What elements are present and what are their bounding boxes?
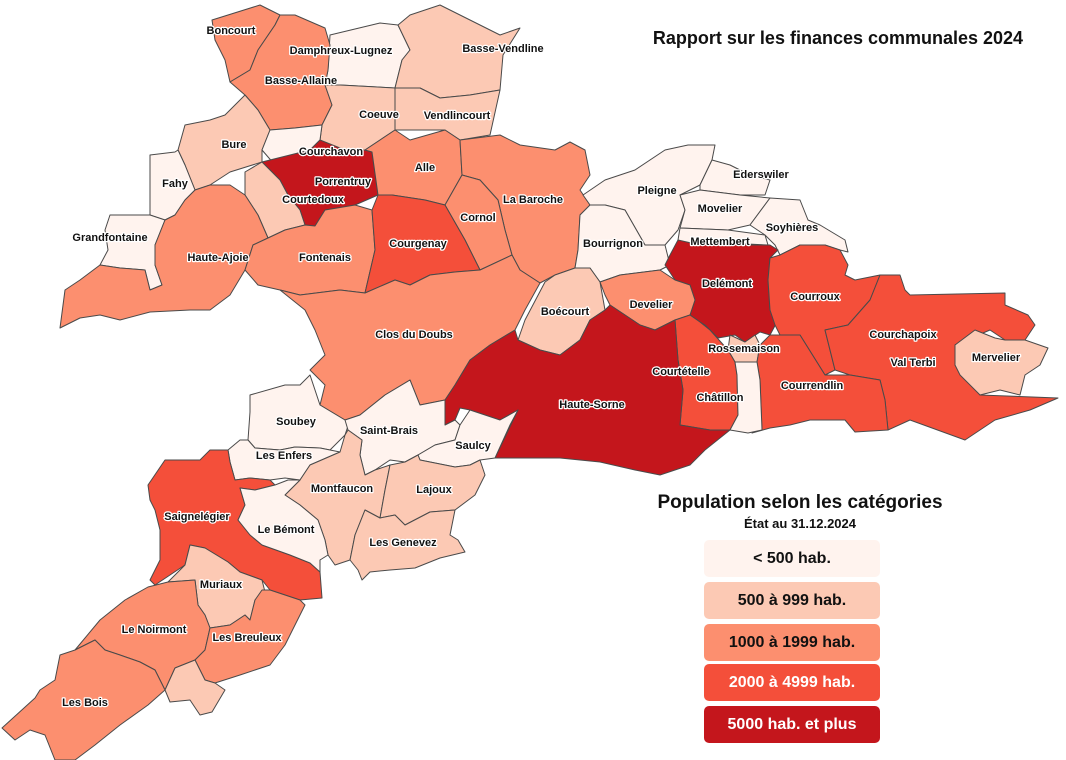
commune-label: Lajoux bbox=[416, 484, 452, 496]
commune-label: Pleigne bbox=[637, 185, 676, 197]
commune-label: Le Bémont bbox=[258, 524, 315, 536]
commune-label: Basse-Allaine bbox=[265, 75, 337, 87]
legend-item: 500 à 999 hab. bbox=[704, 582, 880, 619]
commune-label: Grandfontaine bbox=[72, 232, 147, 244]
commune-label: Alle bbox=[415, 162, 435, 174]
commune-label: Les Bois bbox=[62, 697, 108, 709]
commune-label: Rossemaison bbox=[708, 343, 780, 355]
commune-label: Muriaux bbox=[200, 579, 243, 591]
commune-label: Montfaucon bbox=[311, 483, 374, 495]
commune-les-bois bbox=[1, 639, 166, 760]
commune-label: La Baroche bbox=[503, 194, 563, 206]
map-title: Rapport sur les finances communales 2024 bbox=[652, 28, 1024, 48]
commune-label: Courrendlin bbox=[781, 380, 844, 392]
commune-label: Damphreux-Lugnez bbox=[290, 45, 393, 57]
commune-mervelier bbox=[954, 329, 1049, 396]
commune-chatillon bbox=[729, 361, 763, 434]
commune-alle bbox=[364, 129, 463, 206]
legend-subtitle: État au 31.12.2024 bbox=[743, 516, 857, 531]
commune-haute-ajoie bbox=[59, 184, 269, 329]
commune-label: Val Terbi bbox=[890, 357, 935, 369]
commune-label: Cornol bbox=[460, 212, 495, 224]
commune-unlabeled bbox=[164, 659, 226, 716]
commune-label: Haute-Sorne bbox=[559, 399, 624, 411]
commune-label: Boncourt bbox=[207, 25, 256, 37]
commune-le-bemont bbox=[237, 479, 329, 573]
commune-val-terbi bbox=[824, 274, 1059, 441]
commune-label: Mervelier bbox=[972, 352, 1021, 364]
commune-label: Coeuve bbox=[359, 109, 399, 121]
commune-label: Les Genevez bbox=[369, 537, 437, 549]
commune-vendlincourt bbox=[394, 87, 501, 141]
commune-ederswiler bbox=[699, 159, 771, 196]
commune-label: Bourrignon bbox=[583, 238, 643, 250]
commune-label: Courgenay bbox=[389, 238, 447, 250]
legend-item: 2000 à 4999 hab. bbox=[704, 664, 880, 701]
legend: Population selon les catégories État au … bbox=[640, 492, 960, 743]
commune-les-genevez bbox=[349, 509, 466, 581]
legend-item-label: < 500 hab. bbox=[753, 549, 831, 567]
commune-label: Courtételle bbox=[652, 366, 709, 378]
commune-label: Fahy bbox=[162, 178, 189, 190]
commune-label: Saulcy bbox=[455, 440, 491, 452]
commune-label: Courtedoux bbox=[282, 194, 345, 206]
commune-label: Bure bbox=[221, 139, 246, 151]
legend-item: < 500 hab. bbox=[704, 540, 880, 577]
commune-label: Les Enfers bbox=[256, 450, 312, 462]
legend-title: Population selon les catégories bbox=[657, 492, 943, 513]
commune-label: Saint-Brais bbox=[360, 425, 418, 437]
legend-item-label: 5000 hab. et plus bbox=[727, 715, 857, 733]
commune-label: Delémont bbox=[702, 278, 752, 290]
commune-label: Le Noirmont bbox=[122, 624, 187, 636]
commune-label: Saignelégier bbox=[164, 511, 230, 523]
commune-label: Châtillon bbox=[696, 392, 743, 404]
commune-label: Movelier bbox=[698, 203, 743, 215]
legend-item: 1000 à 1999 hab. bbox=[704, 624, 880, 661]
commune-label: Boécourt bbox=[541, 306, 590, 318]
commune-label: Soyhières bbox=[766, 222, 819, 234]
commune-label: Develier bbox=[630, 299, 674, 311]
commune-label: Courroux bbox=[790, 291, 840, 303]
commune-label: Vendlincourt bbox=[424, 110, 491, 122]
commune-label: Clos du Doubs bbox=[375, 329, 453, 341]
legend-item-label: 2000 à 4999 hab. bbox=[728, 673, 856, 691]
commune-label: Porrentruy bbox=[315, 176, 372, 188]
commune-label: Basse-Vendline bbox=[462, 43, 543, 55]
commune-label: Haute-Ajoie bbox=[187, 252, 248, 264]
commune-courrendlin bbox=[751, 334, 889, 434]
legend-item: 5000 hab. et plus bbox=[704, 706, 880, 743]
commune-label: Soubey bbox=[276, 416, 317, 428]
commune-label: Courchapoix bbox=[869, 329, 937, 341]
commune-label: Courchavon bbox=[299, 146, 363, 158]
legend-item-label: 500 à 999 hab. bbox=[737, 591, 847, 609]
commune-label: Ederswiler bbox=[733, 169, 789, 181]
commune-label: Les Breuleux bbox=[212, 632, 282, 644]
legend-item-label: 1000 à 1999 hab. bbox=[728, 633, 856, 651]
commune-label: Mettembert bbox=[690, 236, 750, 248]
commune-label: Fontenais bbox=[299, 252, 351, 264]
